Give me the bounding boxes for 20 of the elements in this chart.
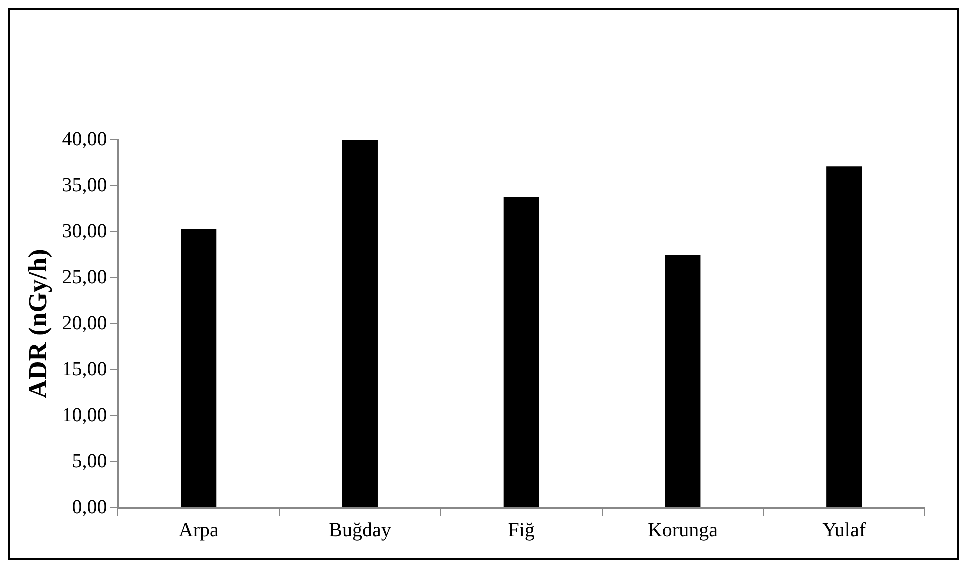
y-tick-label: 20,00 (62, 312, 108, 334)
bar (665, 255, 701, 508)
x-tick-label: Yulaf (822, 519, 866, 542)
x-tick-label: Arpa (178, 519, 219, 542)
x-tick-label: Buğday (329, 519, 392, 542)
y-tick-label: 15,00 (62, 358, 108, 380)
bar (342, 140, 378, 508)
y-tick-label: 30,00 (62, 220, 108, 242)
bar (504, 197, 540, 508)
y-tick-label: 40,00 (62, 128, 108, 150)
y-tick-label: 0,00 (72, 496, 108, 518)
x-tick-label: Fiğ (508, 519, 535, 542)
y-tick-label: 10,00 (62, 404, 108, 426)
y-tick-label: 25,00 (62, 266, 108, 288)
bar (181, 229, 217, 508)
y-tick-label: 5,00 (72, 450, 108, 472)
y-axis-title: ADR (nGy/h) (23, 249, 52, 399)
bar (826, 166, 862, 508)
y-tick-label: 35,00 (62, 174, 108, 196)
x-tick-label: Korunga (648, 519, 718, 542)
